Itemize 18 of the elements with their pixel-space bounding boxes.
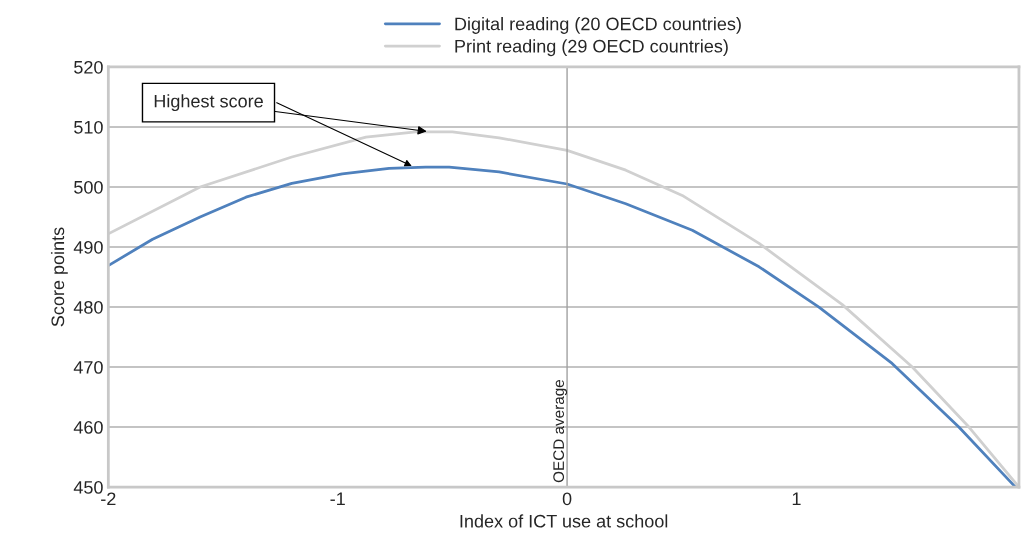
y-tick-label: 500 <box>74 180 103 194</box>
y-tick-label: 510 <box>74 120 103 134</box>
y-tick-label: 490 <box>73 240 103 254</box>
legend-label: Digital reading (20 OECD countries) <box>455 17 741 34</box>
legend-label: Print reading (29 OECD countries) <box>455 39 728 57</box>
y-tick-label: 460 <box>73 421 103 434</box>
y-axis-title: Score points <box>50 227 68 327</box>
x-tick-label: -2 <box>101 492 116 506</box>
y-tick-label: 450 <box>73 481 103 494</box>
x-tick-label: -1 <box>330 492 345 506</box>
ref-line-label: OECD average <box>553 379 568 483</box>
x-tick-label: 0 <box>562 492 572 506</box>
x-axis-title: Index of ICT use at school <box>460 514 668 528</box>
y-tick-label: 520 <box>74 60 103 74</box>
y-tick-label: 480 <box>73 300 103 314</box>
y-tick-label: 470 <box>73 360 103 374</box>
annotation: Highest score <box>154 94 263 112</box>
x-tick-label: 1 <box>792 492 801 506</box>
